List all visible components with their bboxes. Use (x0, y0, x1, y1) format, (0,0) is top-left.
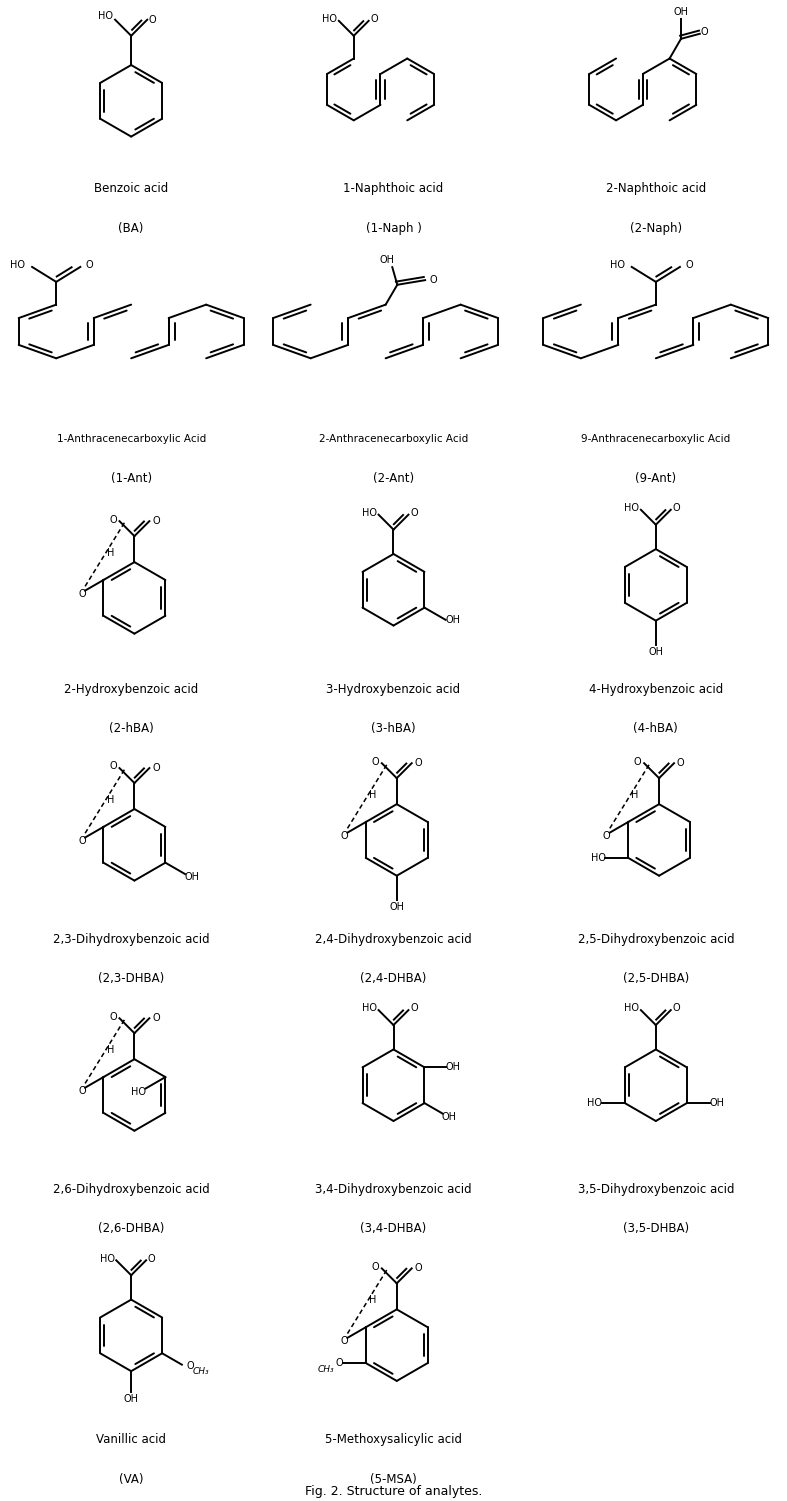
Text: O: O (152, 763, 160, 773)
Text: O: O (410, 1004, 418, 1013)
Text: 5-Methoxysalicylic acid: 5-Methoxysalicylic acid (325, 1433, 462, 1445)
Text: OH: OH (379, 255, 394, 264)
Text: 2,6-Dihydroxybenzoic acid: 2,6-Dihydroxybenzoic acid (53, 1183, 209, 1196)
Text: O: O (152, 516, 160, 527)
Text: H: H (369, 1295, 376, 1304)
Text: (2,6-DHBA): (2,6-DHBA) (98, 1222, 164, 1235)
Text: Vanillic acid: Vanillic acid (96, 1433, 166, 1445)
Text: HO: HO (624, 1004, 640, 1013)
Text: 2-Hydroxybenzoic acid: 2-Hydroxybenzoic acid (64, 683, 198, 695)
Text: HO: HO (131, 1087, 146, 1097)
Text: O: O (152, 1013, 160, 1024)
Text: O: O (78, 588, 86, 599)
Text: O: O (148, 15, 156, 24)
Text: 2,4-Dihydroxybenzoic acid: 2,4-Dihydroxybenzoic acid (315, 934, 472, 946)
Text: OH: OH (445, 615, 460, 624)
Text: 2,5-Dihydroxybenzoic acid: 2,5-Dihydroxybenzoic acid (578, 934, 734, 946)
Text: (3-hBA): (3-hBA) (371, 722, 416, 735)
Text: HO: HO (100, 1253, 115, 1264)
Text: O: O (371, 14, 379, 24)
Text: OH: OH (390, 902, 405, 911)
Text: OH: OH (184, 872, 199, 883)
Text: (2-hBA): (2-hBA) (109, 722, 153, 735)
Text: O: O (415, 1264, 422, 1273)
Text: O: O (341, 1336, 348, 1346)
Text: O: O (410, 507, 418, 518)
Text: O: O (78, 836, 86, 845)
Text: H: H (369, 790, 376, 800)
Text: (2-Ant): (2-Ant) (373, 471, 414, 485)
Text: (2,4-DHBA): (2,4-DHBA) (360, 973, 427, 985)
Text: 3,5-Dihydroxybenzoic acid: 3,5-Dihydroxybenzoic acid (578, 1183, 734, 1196)
Text: O: O (677, 758, 685, 769)
Text: (VA): (VA) (119, 1472, 143, 1486)
Text: O: O (415, 758, 422, 769)
Text: HO: HO (323, 14, 338, 24)
Text: (BA): (BA) (119, 222, 144, 234)
Text: OH: OH (709, 1099, 724, 1108)
Text: (1-Ant): (1-Ant) (111, 471, 152, 485)
Text: O: O (335, 1358, 343, 1367)
Text: H: H (107, 548, 114, 557)
Text: O: O (371, 1262, 379, 1271)
Text: O: O (109, 761, 116, 772)
Text: 2-Anthracenecarboxylic Acid: 2-Anthracenecarboxylic Acid (319, 434, 468, 444)
Text: (3,4-DHBA): (3,4-DHBA) (360, 1222, 427, 1235)
Text: 1-Anthracenecarboxylic Acid: 1-Anthracenecarboxylic Acid (57, 434, 205, 444)
Text: (3,5-DHBA): (3,5-DHBA) (623, 1222, 689, 1235)
Text: HO: HO (590, 853, 605, 863)
Text: (5-MSA): (5-MSA) (370, 1472, 417, 1486)
Text: H: H (631, 790, 639, 800)
Text: O: O (673, 503, 680, 513)
Text: (2-Naph): (2-Naph) (630, 222, 682, 234)
Text: CH₃: CH₃ (318, 1364, 334, 1373)
Text: H: H (107, 1045, 114, 1055)
Text: OH: OH (445, 1063, 460, 1072)
Text: 4-Hydroxybenzoic acid: 4-Hydroxybenzoic acid (589, 683, 723, 695)
Text: 1-Naphthoic acid: 1-Naphthoic acid (343, 183, 444, 195)
Text: (2,3-DHBA): (2,3-DHBA) (98, 973, 164, 985)
Text: 9-Anthracenecarboxylic Acid: 9-Anthracenecarboxylic Acid (582, 434, 730, 444)
Text: (1-Naph ): (1-Naph ) (366, 222, 421, 234)
Text: O: O (341, 832, 348, 841)
Text: OH: OH (674, 8, 689, 17)
Text: HO: HO (624, 503, 640, 513)
Text: O: O (371, 757, 379, 767)
Text: HO: HO (587, 1099, 602, 1108)
Text: (2,5-DHBA): (2,5-DHBA) (623, 973, 689, 985)
Text: Fig. 2. Structure of analytes.: Fig. 2. Structure of analytes. (305, 1484, 482, 1498)
Text: (4-hBA): (4-hBA) (634, 722, 678, 735)
Text: O: O (109, 1012, 116, 1022)
Text: CH₃: CH₃ (192, 1367, 209, 1375)
Text: HO: HO (362, 507, 377, 518)
Text: O: O (685, 260, 693, 270)
Text: O: O (603, 832, 611, 841)
Text: HO: HO (10, 260, 25, 270)
Text: O: O (78, 1085, 86, 1096)
Text: 3,4-Dihydroxybenzoic acid: 3,4-Dihydroxybenzoic acid (315, 1183, 472, 1196)
Text: HO: HO (98, 12, 113, 21)
Text: 2,3-Dihydroxybenzoic acid: 2,3-Dihydroxybenzoic acid (53, 934, 209, 946)
Text: O: O (187, 1361, 194, 1372)
Text: O: O (109, 515, 116, 524)
Text: HO: HO (362, 1004, 377, 1013)
Text: H: H (107, 794, 114, 805)
Text: OH: OH (648, 647, 663, 656)
Text: 3-Hydroxybenzoic acid: 3-Hydroxybenzoic acid (327, 683, 460, 695)
Text: Benzoic acid: Benzoic acid (94, 183, 168, 195)
Text: 2-Naphthoic acid: 2-Naphthoic acid (606, 183, 706, 195)
Text: HO: HO (610, 260, 625, 270)
Text: O: O (429, 275, 437, 285)
Text: O: O (148, 1253, 156, 1264)
Text: O: O (673, 1004, 680, 1013)
Text: O: O (86, 260, 94, 270)
Text: (9-Ant): (9-Ant) (635, 471, 676, 485)
Text: O: O (634, 757, 641, 767)
Text: OH: OH (442, 1112, 456, 1121)
Text: OH: OH (124, 1394, 139, 1403)
Text: O: O (701, 27, 708, 38)
